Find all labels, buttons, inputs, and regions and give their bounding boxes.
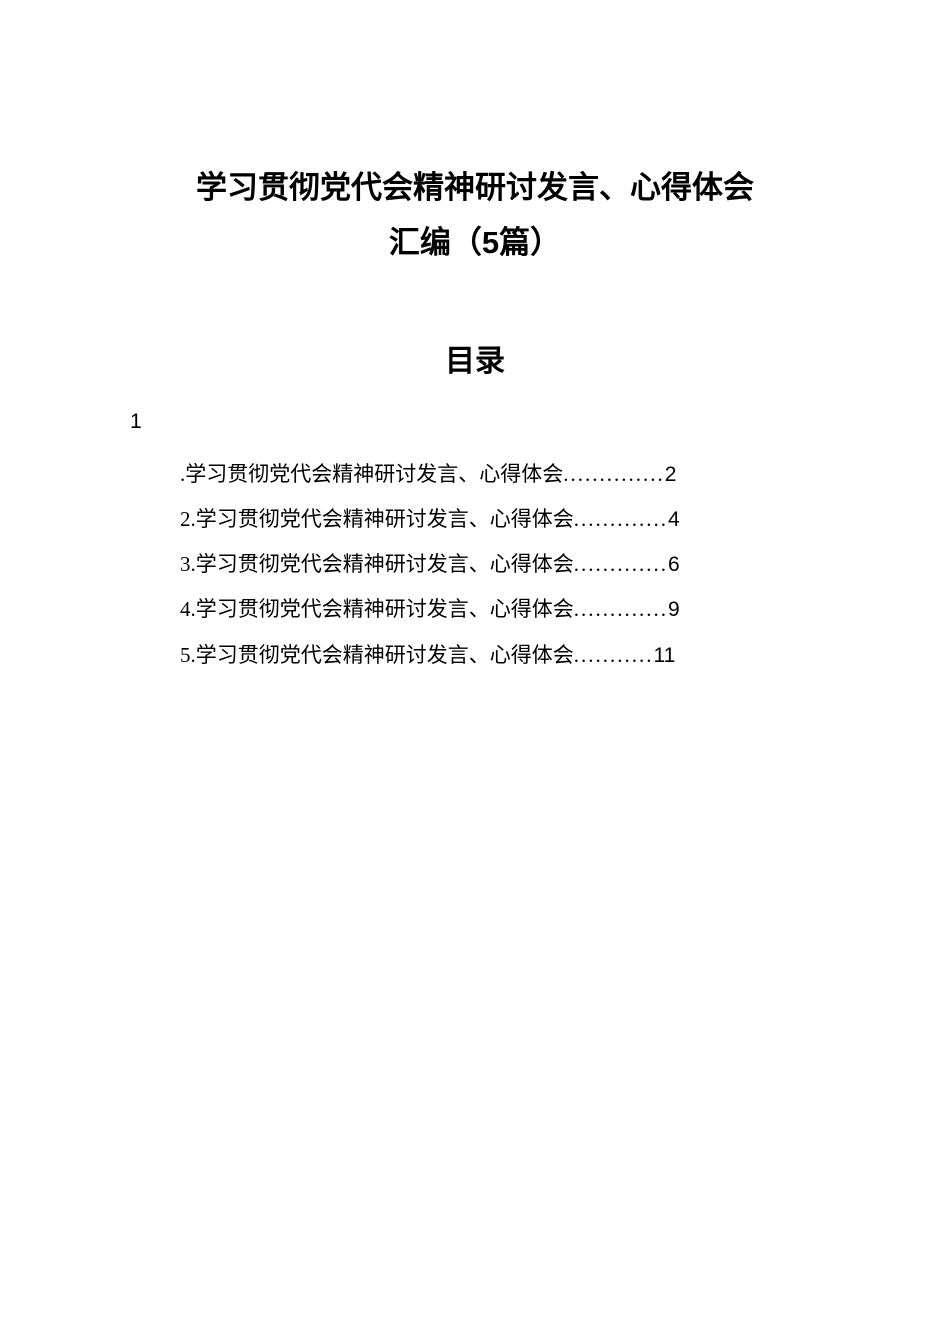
toc-item-dots: ............. <box>574 542 668 587</box>
toc-item: 5. 学习贯彻党代会精神研讨发言、心得体会 ........... 11 <box>180 633 820 678</box>
toc-item-text: 学习贯彻党代会精神研讨发言、心得体会 <box>196 542 574 587</box>
toc-item-text: 学习贯彻党代会精神研讨发言、心得体会 <box>196 587 574 632</box>
toc-list: . 学习贯彻党代会精神研讨发言、心得体会 .............. 2 2.… <box>130 452 820 678</box>
toc-item: 3. 学习贯彻党代会精神研讨发言、心得体会 ............. 6 <box>180 542 820 587</box>
toc-item-prefix: 5. <box>180 633 196 678</box>
toc-first-number: 1 <box>130 410 820 434</box>
toc-item-text: 学习贯彻党代会精神研讨发言、心得体会 <box>196 497 574 542</box>
toc-item-dots: ........... <box>574 633 654 678</box>
toc-item-prefix: 3. <box>180 542 196 587</box>
toc-item-dots: ............. <box>574 497 668 542</box>
document-title-line1: 学习贯彻党代会精神研讨发言、心得体会 <box>130 165 820 212</box>
toc-item-dots: ............. <box>574 587 668 632</box>
toc-item: 2. 学习贯彻党代会精神研讨发言、心得体会 ............. 4 <box>180 497 820 542</box>
document-title-line2: 汇编（5篇） <box>130 220 820 267</box>
toc-item-page: 11 <box>654 633 676 678</box>
toc-item-page: 9 <box>668 587 680 632</box>
toc-item-text: 学习贯彻党代会精神研讨发言、心得体会 <box>185 452 563 497</box>
toc-item-prefix: 2. <box>180 497 196 542</box>
toc-item: 4. 学习贯彻党代会精神研讨发言、心得体会 ............. 9 <box>180 587 820 632</box>
toc-item-page: 2 <box>665 452 677 497</box>
toc-item: . 学习贯彻党代会精神研讨发言、心得体会 .............. 2 <box>180 452 820 497</box>
toc-item-page: 6 <box>668 542 680 587</box>
document-page: 学习贯彻党代会精神研讨发言、心得体会 汇编（5篇） 目录 1 . 学习贯彻党代会… <box>0 0 950 678</box>
toc-heading: 目录 <box>130 336 820 380</box>
toc-item-prefix: 4. <box>180 587 196 632</box>
toc-item-dots: .............. <box>563 452 665 497</box>
toc-item-page: 4 <box>668 497 680 542</box>
toc-item-text: 学习贯彻党代会精神研讨发言、心得体会 <box>196 633 574 678</box>
